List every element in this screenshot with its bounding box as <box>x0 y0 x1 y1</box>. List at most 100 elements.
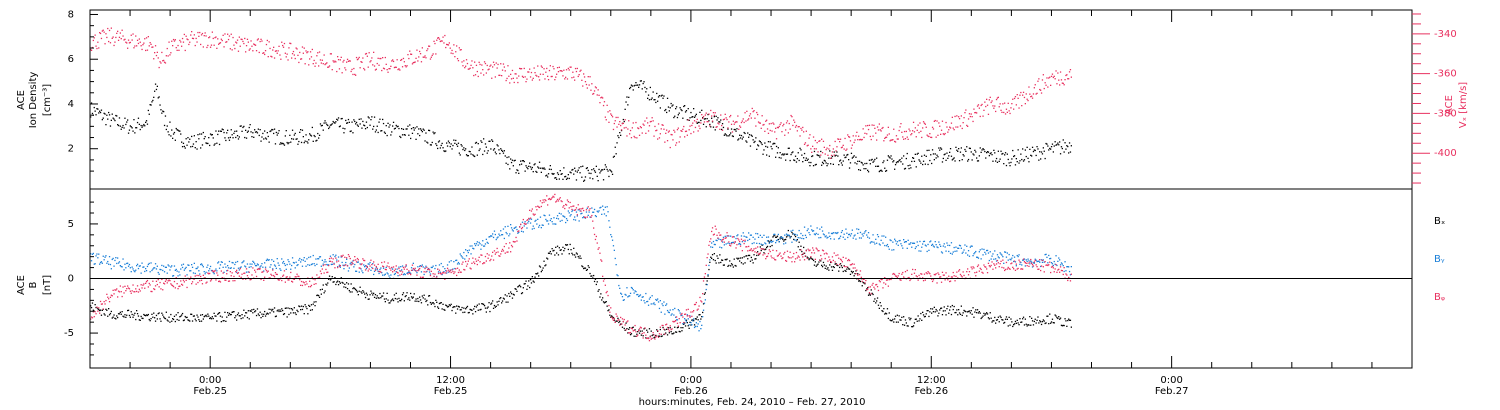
by-point <box>628 295 630 297</box>
by-point <box>361 270 363 272</box>
vx-point <box>919 122 921 124</box>
vx-point <box>618 123 620 125</box>
density-point <box>611 173 614 175</box>
density-point <box>777 147 779 149</box>
vx-point <box>163 61 166 63</box>
vx-point <box>1048 77 1050 79</box>
bz-point <box>244 272 246 274</box>
by-point <box>840 231 843 234</box>
bz-point <box>430 270 432 272</box>
bz-point <box>221 277 223 279</box>
density-point <box>666 111 668 114</box>
vx-point <box>398 68 400 70</box>
density-point <box>867 169 869 171</box>
vx-point <box>781 131 783 133</box>
bx-point <box>730 265 732 267</box>
vx-point <box>248 49 250 51</box>
bz-point <box>309 286 312 288</box>
by-point <box>108 263 110 265</box>
vx-point <box>576 67 578 70</box>
bz-point <box>144 287 146 289</box>
vx-point <box>696 118 698 120</box>
vx-point <box>925 126 927 128</box>
bx-point <box>309 309 312 311</box>
bx-point <box>554 254 556 256</box>
density-point <box>933 159 935 161</box>
vx-point <box>292 50 295 53</box>
bx-point <box>97 308 99 310</box>
density-point <box>433 133 435 135</box>
bx-point <box>154 320 157 322</box>
density-point <box>215 130 217 132</box>
by-point <box>337 256 340 258</box>
density-point <box>513 160 515 162</box>
vx-point <box>924 123 926 125</box>
by-point <box>1008 253 1010 256</box>
by-point <box>1022 259 1025 261</box>
vx-point <box>579 70 581 72</box>
density-point <box>1046 143 1048 145</box>
vx-point <box>664 141 666 143</box>
by-point <box>255 265 258 267</box>
bz-point <box>488 254 490 256</box>
bz-point <box>98 307 100 309</box>
density-point <box>600 170 602 172</box>
by-point <box>716 239 718 242</box>
bz-point <box>474 258 477 260</box>
bx-point <box>365 292 368 294</box>
bx-point <box>215 315 217 317</box>
bz-point <box>532 213 534 215</box>
density-point <box>217 133 219 136</box>
by-point <box>813 233 816 235</box>
by-point <box>289 263 291 265</box>
bx-point <box>949 306 952 308</box>
bx-point <box>544 265 546 267</box>
by-point <box>118 261 121 263</box>
bx-point <box>852 271 854 273</box>
vx-point <box>939 125 941 127</box>
by-point <box>102 255 104 257</box>
by-point <box>290 268 292 270</box>
by-point <box>213 273 215 275</box>
bx-point <box>448 304 450 306</box>
density-point <box>735 130 737 132</box>
density-point <box>961 159 963 161</box>
density-point <box>487 150 489 152</box>
by-point <box>450 260 452 262</box>
by-point <box>418 269 420 271</box>
bz-point <box>584 216 587 219</box>
vx-point <box>593 90 596 92</box>
by-point <box>192 272 195 274</box>
density-point <box>1017 149 1019 151</box>
vx-point <box>465 65 467 67</box>
bz-point <box>334 267 336 269</box>
by-point <box>615 264 617 266</box>
by-point <box>475 243 478 245</box>
density-point <box>315 140 317 142</box>
density-point <box>263 138 265 140</box>
bz-point <box>259 268 261 270</box>
by-point <box>198 270 200 272</box>
by-point <box>877 236 880 238</box>
density-point <box>461 145 463 147</box>
density-point <box>318 134 321 136</box>
bx-point <box>1029 316 1031 318</box>
bz-point <box>456 274 458 277</box>
bx-point <box>957 314 959 316</box>
vx-point <box>391 60 393 62</box>
bz-point <box>238 275 240 277</box>
bx-point <box>496 301 498 303</box>
vx-point <box>802 126 804 129</box>
density-point <box>196 148 198 150</box>
by-point <box>980 258 982 260</box>
bz-point <box>648 340 651 342</box>
vx-point <box>183 33 185 36</box>
by-point <box>914 247 916 250</box>
density-point <box>485 146 487 148</box>
bz-point <box>242 278 244 280</box>
by-point <box>589 216 591 218</box>
bx-point <box>373 296 376 298</box>
by-point <box>298 259 300 261</box>
bx-point <box>668 332 670 334</box>
by-point <box>345 261 347 264</box>
